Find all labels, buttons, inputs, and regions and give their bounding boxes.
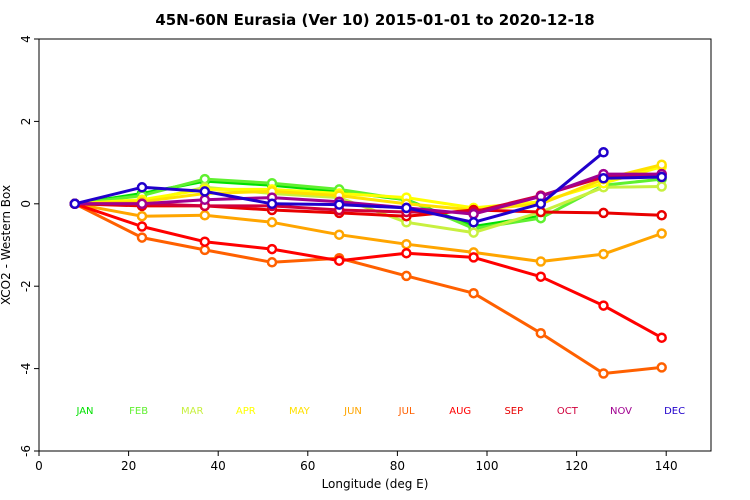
legend-jun: JUN: [343, 406, 362, 417]
legend-sep: SEP: [504, 406, 523, 417]
data-point: [333, 255, 345, 266]
y-tick-label: -2: [19, 280, 33, 292]
series-line: [74, 202, 663, 263]
x-tick-label: 60: [300, 459, 315, 473]
data-point: [69, 198, 81, 210]
data-point: [136, 198, 148, 210]
data-point: [468, 252, 479, 263]
data-point: [333, 199, 345, 210]
data-point: [266, 257, 278, 268]
data-point: [266, 198, 278, 210]
series-line: [603, 175, 662, 180]
legend-dec: DEC: [664, 406, 685, 417]
data-point: [266, 243, 278, 255]
data-point: [656, 210, 667, 221]
series-line: [74, 202, 662, 375]
data-point: [535, 256, 547, 267]
data-point: [468, 217, 479, 228]
data-point: [598, 207, 609, 219]
data-point: [136, 210, 148, 222]
data-point: [136, 182, 148, 193]
legend: JAN FEB MAR APR MAY JUN JUL AUG SEP OCT NOV DEC: [75, 406, 685, 417]
y-tick-label: 2: [19, 118, 33, 126]
data-point: [656, 228, 667, 239]
data-point: [535, 198, 547, 210]
data-point: [199, 244, 211, 256]
x-tick-label: 80: [390, 459, 405, 473]
data-point: [656, 362, 667, 373]
data-point: [535, 206, 547, 218]
legend-may: MAY: [289, 406, 311, 417]
data-point: [656, 159, 667, 170]
data-point: [199, 173, 211, 185]
y-tick-label: 0: [19, 200, 33, 208]
y-axis-label: XCO2 - Western Box: [0, 185, 13, 305]
data-point: [401, 270, 412, 282]
series-aug: [69, 198, 667, 343]
data-point: [598, 300, 609, 311]
series-extra-12: [598, 171, 667, 184]
data-point: [333, 229, 345, 240]
y-axis-ticks: -6 -4 -2 0 2 4: [19, 35, 39, 457]
x-tick-label: 120: [565, 459, 588, 473]
data-point: [598, 147, 609, 158]
data-point: [199, 186, 211, 197]
data-point: [136, 232, 148, 243]
plot-frame: [38, 38, 712, 452]
x-tick-label: 0: [35, 459, 43, 473]
x-axis-label: Longitude (deg E): [322, 477, 429, 491]
data-point: [535, 271, 547, 282]
series-layer: [69, 147, 667, 379]
series-jul: [69, 198, 667, 379]
data-point: [598, 368, 609, 379]
x-tick-label: 40: [211, 459, 226, 473]
data-point: [468, 208, 479, 220]
series-jun: [69, 198, 667, 267]
legend-oct: OCT: [557, 406, 579, 417]
x-tick-label: 20: [121, 459, 136, 473]
data-point: [656, 332, 667, 343]
data-point: [656, 171, 667, 183]
data-point: [199, 194, 211, 205]
legend-apr: APR: [236, 406, 256, 417]
data-point: [401, 247, 412, 259]
legend-mar: MAR: [181, 406, 203, 417]
series-dec: [69, 147, 609, 228]
x-tick-label: 140: [655, 459, 678, 473]
data-point: [401, 202, 412, 214]
y-tick-label: -6: [19, 445, 33, 457]
data-point: [468, 227, 479, 238]
chart-title: 45N-60N Eurasia (Ver 10) 2015-01-01 to 2…: [155, 11, 594, 29]
data-point: [199, 210, 211, 221]
data-point: [266, 217, 278, 228]
data-point: [199, 236, 211, 247]
data-point: [401, 238, 412, 250]
y-tick-label: 4: [19, 35, 33, 43]
data-point: [136, 221, 148, 232]
data-point: [535, 327, 547, 339]
legend-nov: NOV: [610, 406, 632, 417]
y-tick-label: -4: [19, 363, 33, 375]
data-point: [598, 173, 609, 184]
data-point: [656, 181, 667, 192]
legend-aug: AUG: [449, 406, 471, 417]
legend-jul: JUL: [398, 406, 415, 417]
x-axis-ticks: 0 20 40 60 80 100 120 140: [35, 451, 678, 473]
series-line: [74, 202, 663, 340]
legend-feb: FEB: [129, 406, 148, 417]
legend-jan: JAN: [75, 406, 93, 417]
x-tick-label: 100: [476, 459, 499, 473]
data-point: [468, 287, 479, 299]
series-line: [74, 163, 663, 212]
data-point: [598, 248, 609, 260]
